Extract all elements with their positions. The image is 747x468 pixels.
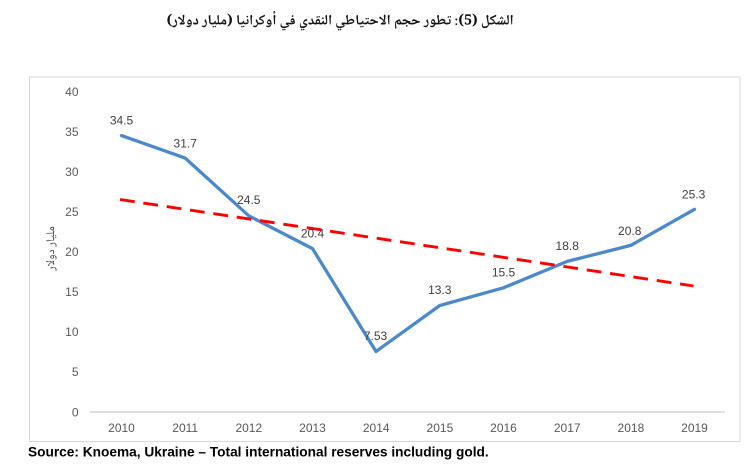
svg-text:30: 30 xyxy=(65,165,79,179)
svg-text:18.8: 18.8 xyxy=(556,239,580,253)
svg-text:5: 5 xyxy=(72,365,79,379)
svg-text:2012: 2012 xyxy=(235,421,262,435)
svg-text:20: 20 xyxy=(65,245,79,259)
svg-text:10: 10 xyxy=(65,325,79,339)
svg-text:24.5: 24.5 xyxy=(237,193,261,207)
svg-text:40: 40 xyxy=(65,85,79,99)
svg-text:35: 35 xyxy=(65,125,79,139)
svg-text:7.53: 7.53 xyxy=(364,329,388,343)
svg-text:2019: 2019 xyxy=(681,421,708,435)
svg-text:25.3: 25.3 xyxy=(682,187,706,201)
svg-text:15.5: 15.5 xyxy=(492,265,516,279)
svg-text:25: 25 xyxy=(65,205,79,219)
svg-text:2014: 2014 xyxy=(363,421,390,435)
svg-text:Source: Knoema, Ukraine – Tota: Source: Knoema, Ukraine – Total internat… xyxy=(28,445,489,460)
svg-text:34.5: 34.5 xyxy=(110,114,134,128)
svg-text:2018: 2018 xyxy=(618,421,645,435)
svg-text:2011: 2011 xyxy=(172,421,198,435)
svg-text:20.4: 20.4 xyxy=(301,226,325,240)
svg-text:2010: 2010 xyxy=(108,421,135,435)
svg-text:20.8: 20.8 xyxy=(618,224,642,238)
svg-text:13.3: 13.3 xyxy=(428,283,452,297)
svg-text:2013: 2013 xyxy=(299,421,326,435)
svg-text:15: 15 xyxy=(65,285,79,299)
svg-text:0: 0 xyxy=(72,405,79,419)
svg-text:31.7: 31.7 xyxy=(174,137,198,151)
svg-text:2016: 2016 xyxy=(490,421,517,435)
svg-text:2017: 2017 xyxy=(554,421,581,435)
svg-text:2015: 2015 xyxy=(427,421,454,435)
